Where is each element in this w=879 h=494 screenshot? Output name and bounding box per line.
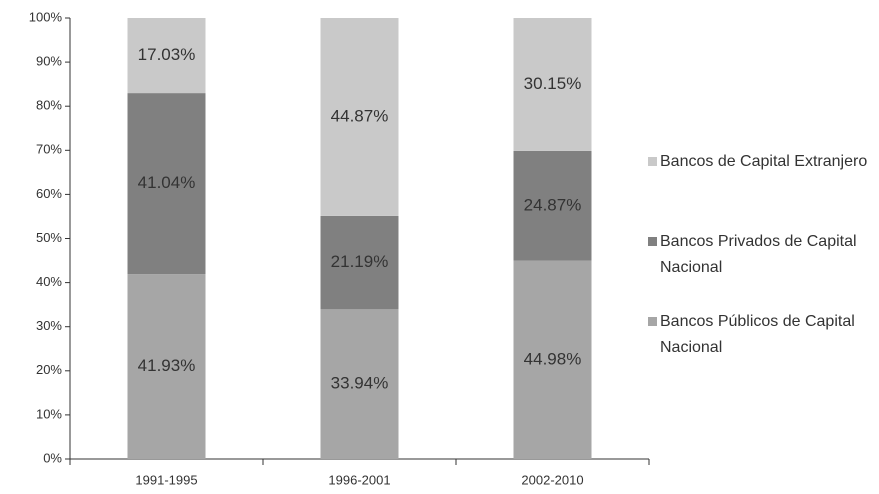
- legend-label: Bancos Públicos de Capital Nacional: [660, 313, 855, 356]
- x-tick-label: 2002-2010: [521, 472, 583, 487]
- data-label: 44.98%: [524, 349, 582, 368]
- data-label: 21.19%: [331, 252, 389, 271]
- y-tick-label: 30%: [36, 318, 62, 333]
- y-tick-label: 10%: [36, 406, 62, 421]
- bar-segment: [320, 215, 399, 310]
- data-label: 33.94%: [331, 374, 389, 393]
- bar-segment: [127, 18, 206, 94]
- data-label: 41.93%: [138, 356, 196, 375]
- data-label: 24.87%: [524, 195, 582, 214]
- bar-segment: [127, 93, 206, 275]
- bar-segment: [513, 18, 592, 151]
- bar-segment: [320, 18, 399, 216]
- y-tick-label: 60%: [36, 186, 62, 201]
- y-tick-label: 100%: [29, 9, 63, 24]
- data-label: 44.87%: [331, 106, 389, 125]
- legend-swatch: [648, 237, 657, 246]
- bar-segment: [513, 260, 592, 459]
- data-label: 30.15%: [524, 74, 582, 93]
- x-tick-label: 1991-1995: [135, 472, 197, 487]
- legend-label: Bancos de Capital Extranjero: [660, 153, 867, 170]
- x-tick-label: 1996-2001: [328, 472, 390, 487]
- y-tick-label: 80%: [36, 98, 62, 113]
- y-tick-label: 0%: [43, 450, 62, 465]
- y-tick-label: 50%: [36, 230, 62, 245]
- legend-swatch: [648, 157, 657, 166]
- y-tick-label: 70%: [36, 142, 62, 157]
- y-tick-label: 40%: [36, 274, 62, 289]
- legend-label: Bancos Privados de Capital Nacional: [660, 233, 857, 276]
- y-tick-label: 90%: [36, 54, 62, 69]
- bar-segment: [127, 274, 206, 459]
- y-tick-label: 20%: [36, 362, 62, 377]
- bar-segment: [320, 309, 399, 459]
- legend-swatch: [648, 317, 657, 326]
- data-label: 41.04%: [138, 173, 196, 192]
- bar-segment: [513, 150, 592, 261]
- data-label: 17.03%: [138, 45, 196, 64]
